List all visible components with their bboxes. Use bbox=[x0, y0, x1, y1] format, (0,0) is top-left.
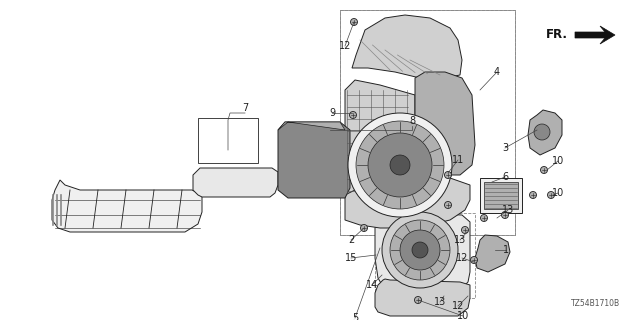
Text: 3: 3 bbox=[502, 143, 508, 153]
Circle shape bbox=[349, 111, 356, 118]
Circle shape bbox=[400, 230, 440, 270]
Circle shape bbox=[502, 212, 509, 219]
Circle shape bbox=[348, 113, 452, 217]
Bar bbox=[340, 10, 515, 235]
Text: 4: 4 bbox=[494, 67, 500, 77]
Text: 11: 11 bbox=[452, 155, 464, 165]
Text: 6: 6 bbox=[502, 172, 508, 182]
Text: 9: 9 bbox=[329, 108, 335, 118]
Polygon shape bbox=[575, 26, 615, 44]
Circle shape bbox=[470, 257, 477, 263]
Polygon shape bbox=[52, 180, 202, 232]
Polygon shape bbox=[528, 110, 562, 155]
Polygon shape bbox=[345, 80, 415, 195]
Polygon shape bbox=[278, 122, 345, 130]
Polygon shape bbox=[278, 122, 350, 198]
Text: 8: 8 bbox=[409, 116, 415, 126]
Circle shape bbox=[368, 133, 432, 197]
Circle shape bbox=[415, 297, 422, 303]
Circle shape bbox=[445, 172, 451, 179]
Circle shape bbox=[356, 121, 444, 209]
Text: 2: 2 bbox=[348, 235, 354, 245]
Polygon shape bbox=[352, 15, 462, 78]
Circle shape bbox=[529, 191, 536, 198]
Polygon shape bbox=[345, 175, 470, 228]
Text: 7: 7 bbox=[242, 103, 248, 113]
Circle shape bbox=[541, 166, 547, 173]
Text: 5: 5 bbox=[352, 313, 358, 320]
Circle shape bbox=[445, 202, 451, 209]
Text: TZ54B1710B: TZ54B1710B bbox=[571, 299, 620, 308]
Text: 10: 10 bbox=[552, 188, 564, 198]
Circle shape bbox=[351, 19, 358, 26]
Text: 12: 12 bbox=[456, 253, 468, 263]
Polygon shape bbox=[415, 72, 475, 175]
Text: 13: 13 bbox=[434, 297, 446, 307]
Polygon shape bbox=[193, 168, 278, 197]
Text: 1: 1 bbox=[503, 245, 509, 255]
Bar bbox=[198, 118, 258, 163]
Circle shape bbox=[547, 191, 554, 198]
Circle shape bbox=[481, 214, 488, 221]
Circle shape bbox=[534, 124, 550, 140]
Text: 12: 12 bbox=[339, 41, 351, 51]
Text: 10: 10 bbox=[552, 156, 564, 166]
Bar bbox=[480, 178, 522, 213]
Text: 14: 14 bbox=[366, 280, 378, 290]
Bar bbox=[484, 182, 518, 209]
Polygon shape bbox=[375, 279, 470, 316]
Text: 12: 12 bbox=[452, 301, 464, 311]
Text: 15: 15 bbox=[345, 253, 357, 263]
Polygon shape bbox=[475, 235, 510, 272]
Text: 13: 13 bbox=[454, 235, 466, 245]
Text: FR.: FR. bbox=[546, 28, 568, 42]
Circle shape bbox=[412, 242, 428, 258]
Circle shape bbox=[360, 225, 367, 231]
Circle shape bbox=[390, 155, 410, 175]
Circle shape bbox=[390, 220, 450, 280]
Bar bbox=[375, 213, 475, 298]
Polygon shape bbox=[375, 212, 470, 290]
Bar bbox=[340, 10, 515, 235]
Circle shape bbox=[382, 212, 458, 288]
Text: 10: 10 bbox=[457, 311, 469, 320]
Circle shape bbox=[461, 227, 468, 234]
Text: 13: 13 bbox=[502, 205, 514, 215]
